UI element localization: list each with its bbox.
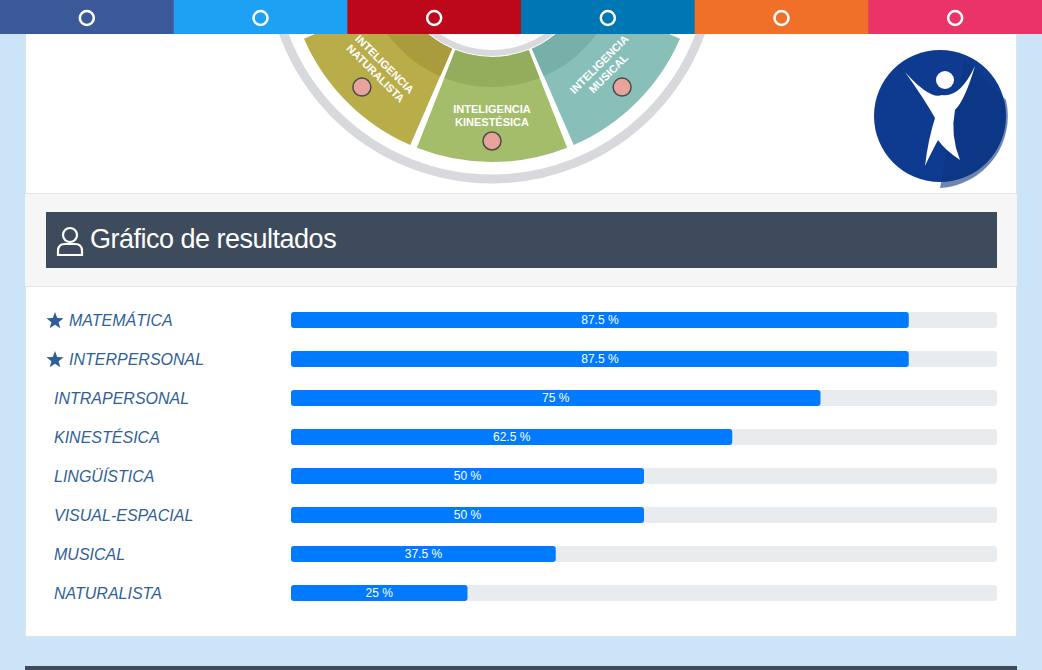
svg-text:MUSICAL: MUSICAL <box>586 51 630 95</box>
svg-text:37.5 %: 37.5 % <box>405 547 443 561</box>
svg-text:INTELIGENCIA: INTELIGENCIA <box>353 32 417 96</box>
svg-text:KINESTÉSICA: KINESTÉSICA <box>54 428 160 446</box>
svg-text:MATEMÁTICA: MATEMÁTICA <box>69 311 173 329</box>
svg-text:INTRAPERSONAL: INTRAPERSONAL <box>54 390 189 407</box>
svg-text:75 %: 75 % <box>542 391 570 405</box>
html-text:Gráfico de resultados: Gráfico de resultados <box>90 224 337 254</box>
svg-text:KINESTÉSICA: KINESTÉSICA <box>455 116 529 128</box>
svg-text:NATURALISTA: NATURALISTA <box>54 585 162 602</box>
svg-text:NATURALISTA: NATURALISTA <box>344 42 407 105</box>
svg-text:87.5 %: 87.5 % <box>581 313 619 327</box>
svg-text:50 %: 50 % <box>454 469 482 483</box>
svg-text:INTELIGENCIA: INTELIGENCIA <box>567 32 630 95</box>
svg-text:87.5 %: 87.5 % <box>581 352 619 366</box>
svg-text:INTERPERSONAL: INTERPERSONAL <box>69 351 204 368</box>
svg-text:LINGÜÍSTICA: LINGÜÍSTICA <box>54 467 154 485</box>
svg-text:50 %: 50 % <box>454 508 482 522</box>
svg-text:25 %: 25 % <box>366 586 394 600</box>
svg-text:INTELIGENCIA: INTELIGENCIA <box>453 103 531 115</box>
svg-text:62.5 %: 62.5 % <box>493 430 531 444</box>
svg-text:VISUAL-ESPACIAL: VISUAL-ESPACIAL <box>54 507 193 524</box>
svg-text:MUSICAL: MUSICAL <box>54 546 125 563</box>
